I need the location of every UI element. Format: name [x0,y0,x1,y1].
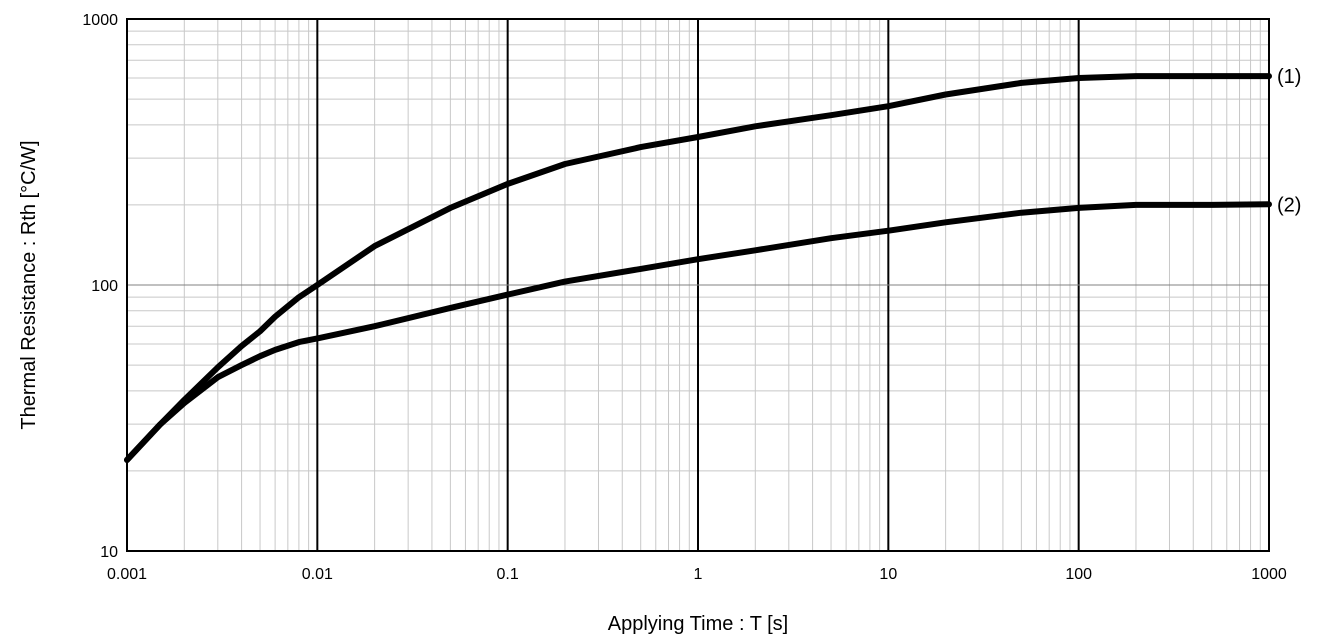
y-tick-label: 1000 [82,12,118,29]
x-tick-label: 0.1 [497,566,519,583]
x-tick-label: 1000 [1251,566,1287,583]
x-axis-title: Applying Time : T [s] [608,613,788,635]
y-tick-labels: 10 100 1000 [82,12,118,561]
series-label-1: (1) [1277,66,1301,88]
y-axis-title: Thermal Resistance : Rth [°C/W] [18,140,40,429]
series-line-2 [124,201,1272,463]
plot-area-frame [126,18,1270,552]
x-tick-label: 100 [1065,566,1092,583]
x-tick-label: 0.01 [302,566,333,583]
y-tick-label: 100 [91,278,118,295]
series-labels: (1) (2) [1277,66,1301,216]
x-tick-label: 1 [694,566,703,583]
series-lines [124,73,1272,463]
series-label-2: (2) [1277,194,1301,216]
x-tick-labels: 0.001 0.01 0.1 1 10 100 1000 [107,566,1287,583]
x-tick-label: 0.001 [107,566,147,583]
y-tick-label: 10 [100,544,118,561]
x-tick-label: 10 [879,566,897,583]
series-line-1 [124,73,1272,463]
